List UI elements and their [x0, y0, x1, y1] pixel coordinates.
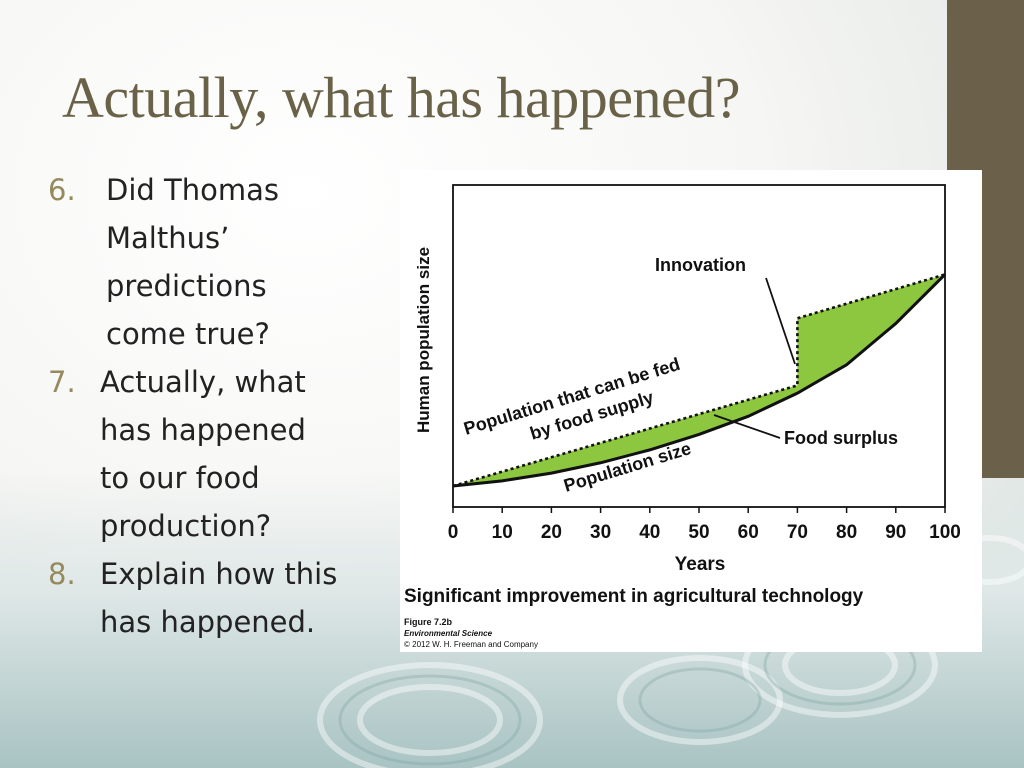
x-tick-label: 10: [492, 522, 513, 543]
innovation-pointer: [765, 277, 796, 365]
figure-panel: 0 10 20 30 40 50 60 70 80 90 100 Human population …: [400, 170, 982, 652]
food-surplus-label: Food surplus: [784, 428, 898, 448]
figure-source: Environmental Science: [404, 629, 493, 638]
x-tick-label: 30: [590, 522, 611, 543]
x-tick-label: 90: [885, 522, 906, 543]
question-number: 6.: [48, 173, 76, 207]
y-axis-label: Human population size: [414, 247, 433, 433]
population-chart: 0 10 20 30 40 50 60 70 80 90 100 Human population …: [404, 184, 961, 649]
question-item: 7. Actually, what has happened to our fo…: [48, 358, 388, 550]
x-tick-label: 60: [738, 522, 759, 543]
question-item: 8. Explain how this has happened.: [48, 550, 388, 646]
question-item: 6. Did Thomas Malthus’ predictions come …: [48, 166, 388, 358]
question-list: 6. Did Thomas Malthus’ predictions come …: [48, 166, 388, 646]
x-axis-label: Years: [675, 554, 726, 575]
x-tick-label: 50: [688, 522, 709, 543]
figure-number: Figure 7.2b: [404, 617, 453, 627]
x-axis-ticks: 0 10 20 30 40 50 60 70 80 90 100: [448, 507, 961, 543]
x-tick-label: 20: [541, 522, 562, 543]
chart-title: Significant improvement in agricultural …: [404, 586, 864, 607]
question-number: 7.: [48, 365, 76, 399]
question-text: Explain how this has happened.: [100, 557, 338, 639]
slide-title: Actually, what has happened?: [62, 65, 740, 130]
question-number: 8.: [48, 557, 76, 591]
question-text: Did Thomas Malthus’ predictions come tru…: [106, 173, 279, 351]
x-tick-label: 100: [929, 522, 961, 543]
x-tick-label: 40: [639, 522, 660, 543]
population-size-line: [452, 273, 947, 488]
figure-copyright: © 2012 W. H. Freeman and Company: [404, 640, 538, 649]
food-surplus-pointer: [713, 414, 781, 439]
food-surplus-area: [453, 274, 945, 486]
x-tick-label: 80: [836, 522, 857, 543]
innovation-label: Innovation: [655, 255, 746, 275]
x-tick-label: 0: [448, 522, 459, 543]
x-tick-label: 70: [787, 522, 808, 543]
question-text: Actually, what has happened to our food …: [100, 365, 306, 543]
food-supply-line: [452, 273, 946, 488]
